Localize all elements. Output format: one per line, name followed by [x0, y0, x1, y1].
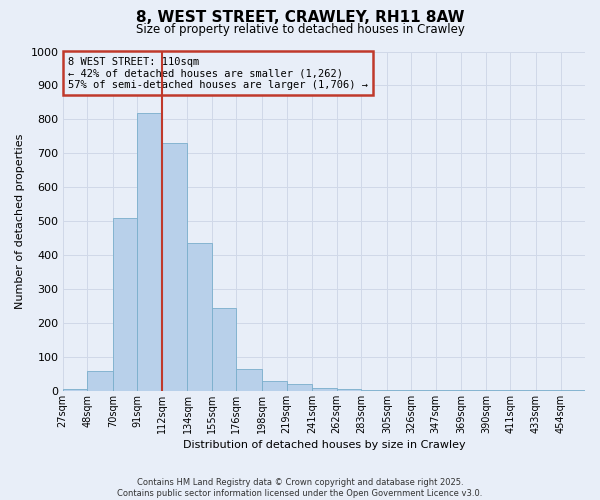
Bar [87, 370, 113, 391]
Bar [137, 112, 162, 391]
Y-axis label: Number of detached properties: Number of detached properties [15, 134, 25, 309]
Bar [287, 384, 312, 391]
Bar [262, 380, 287, 391]
Bar [560, 390, 585, 391]
Bar [387, 390, 411, 391]
Bar [63, 389, 87, 391]
Bar [411, 390, 436, 391]
Bar [113, 218, 137, 391]
Bar [361, 390, 387, 391]
X-axis label: Distribution of detached houses by size in Crawley: Distribution of detached houses by size … [182, 440, 465, 450]
Text: 8, WEST STREET, CRAWLEY, RH11 8AW: 8, WEST STREET, CRAWLEY, RH11 8AW [136, 10, 464, 25]
Bar [511, 390, 536, 391]
Bar [461, 390, 486, 391]
Bar [162, 143, 187, 391]
Text: 8 WEST STREET: 110sqm
← 42% of detached houses are smaller (1,262)
57% of semi-d: 8 WEST STREET: 110sqm ← 42% of detached … [68, 56, 368, 90]
Bar [536, 390, 560, 391]
Text: Contains HM Land Registry data © Crown copyright and database right 2025.
Contai: Contains HM Land Registry data © Crown c… [118, 478, 482, 498]
Bar [337, 389, 361, 391]
Bar [212, 308, 236, 391]
Bar [486, 390, 511, 391]
Bar [236, 369, 262, 391]
Bar [312, 388, 337, 391]
Bar [187, 244, 212, 391]
Text: Size of property relative to detached houses in Crawley: Size of property relative to detached ho… [136, 22, 464, 36]
Bar [436, 390, 461, 391]
